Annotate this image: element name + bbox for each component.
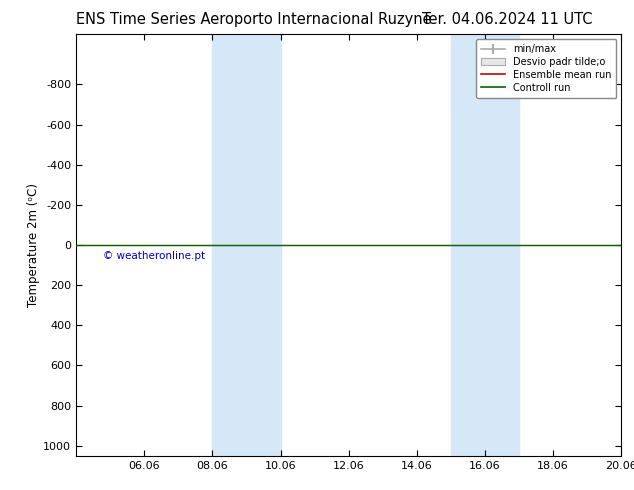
Y-axis label: Temperature 2m (ᵒC): Temperature 2m (ᵒC): [27, 183, 41, 307]
Text: Ter. 04.06.2024 11 UTC: Ter. 04.06.2024 11 UTC: [422, 12, 592, 27]
Text: © weatheronline.pt: © weatheronline.pt: [103, 251, 205, 261]
Bar: [451, 34, 519, 456]
Bar: [212, 34, 280, 456]
Text: ENS Time Series Aeroporto Internacional Ruzyne: ENS Time Series Aeroporto Internacional …: [76, 12, 431, 27]
Legend: min/max, Desvio padr tilde;o, Ensemble mean run, Controll run: min/max, Desvio padr tilde;o, Ensemble m…: [476, 39, 616, 98]
